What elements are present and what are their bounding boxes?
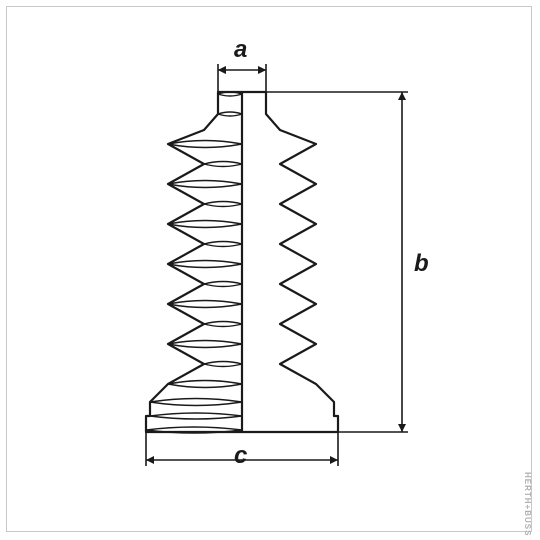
diagram-container: a b c HERTH+BUSS — [0, 0, 540, 540]
brand-watermark: HERTH+BUSS — [523, 472, 532, 536]
dimension-label-c: c — [234, 442, 247, 470]
dimension-label-a: a — [234, 36, 247, 64]
bellows-drawing — [0, 0, 540, 540]
dimension-label-b: b — [414, 250, 429, 278]
